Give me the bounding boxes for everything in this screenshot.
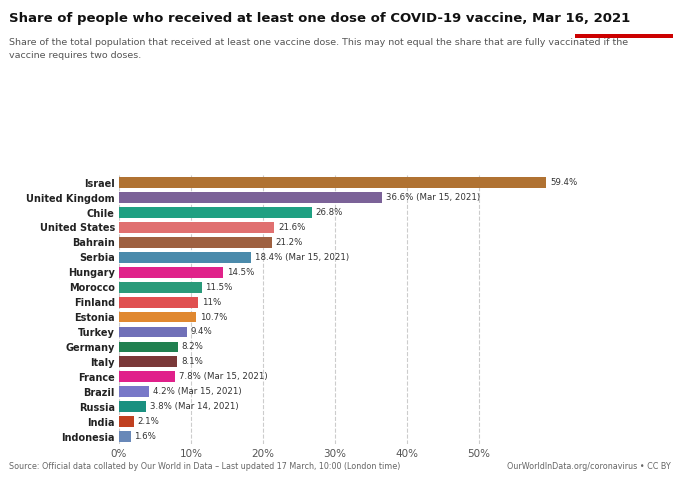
- Bar: [119, 252, 252, 263]
- Bar: [119, 207, 312, 218]
- Text: 59.4%: 59.4%: [550, 178, 577, 187]
- Text: 14.5%: 14.5%: [227, 268, 254, 277]
- Text: 8.1%: 8.1%: [181, 358, 203, 366]
- Bar: [119, 237, 271, 248]
- Text: OurWorldInData.org/coronavirus • CC BY: OurWorldInData.org/coronavirus • CC BY: [507, 462, 671, 471]
- Text: Share of people who received at least one dose of COVID-19 vaccine, Mar 16, 2021: Share of people who received at least on…: [9, 12, 630, 25]
- Text: 7.8% (Mar 15, 2021): 7.8% (Mar 15, 2021): [179, 372, 267, 381]
- Text: in Data: in Data: [604, 24, 644, 34]
- Text: 18.4% (Mar 15, 2021): 18.4% (Mar 15, 2021): [255, 253, 349, 262]
- Text: 2.1%: 2.1%: [138, 417, 160, 426]
- Bar: [119, 342, 178, 352]
- Bar: [575, 34, 673, 38]
- Bar: [119, 177, 547, 188]
- Bar: [119, 222, 275, 233]
- Text: 11.5%: 11.5%: [205, 283, 233, 292]
- Bar: [119, 312, 196, 323]
- Bar: [119, 401, 146, 412]
- Text: Source: Official data collated by Our World in Data – Last updated 17 March, 10:: Source: Official data collated by Our Wo…: [9, 462, 401, 471]
- Text: 21.6%: 21.6%: [278, 223, 305, 232]
- Text: 11%: 11%: [202, 298, 221, 307]
- Bar: [119, 297, 198, 308]
- Bar: [119, 416, 134, 427]
- Text: 9.4%: 9.4%: [190, 327, 212, 336]
- Bar: [119, 267, 223, 277]
- Bar: [119, 357, 177, 367]
- Bar: [119, 326, 186, 337]
- Text: 10.7%: 10.7%: [200, 312, 227, 322]
- Text: 4.2% (Mar 15, 2021): 4.2% (Mar 15, 2021): [153, 387, 241, 396]
- Text: Share of the total population that received at least one vaccine dose. This may : Share of the total population that recei…: [9, 38, 628, 60]
- Text: 3.8% (Mar 14, 2021): 3.8% (Mar 14, 2021): [150, 402, 239, 411]
- Bar: [119, 192, 382, 203]
- Bar: [119, 386, 149, 397]
- Text: 1.6%: 1.6%: [134, 432, 156, 441]
- Text: 8.2%: 8.2%: [182, 342, 203, 351]
- Bar: [119, 372, 175, 382]
- Text: 26.8%: 26.8%: [316, 208, 343, 217]
- Bar: [119, 431, 131, 442]
- Text: 36.6% (Mar 15, 2021): 36.6% (Mar 15, 2021): [386, 193, 480, 202]
- Text: Our World: Our World: [596, 11, 652, 21]
- Bar: [119, 282, 202, 293]
- Text: 21.2%: 21.2%: [275, 238, 303, 247]
